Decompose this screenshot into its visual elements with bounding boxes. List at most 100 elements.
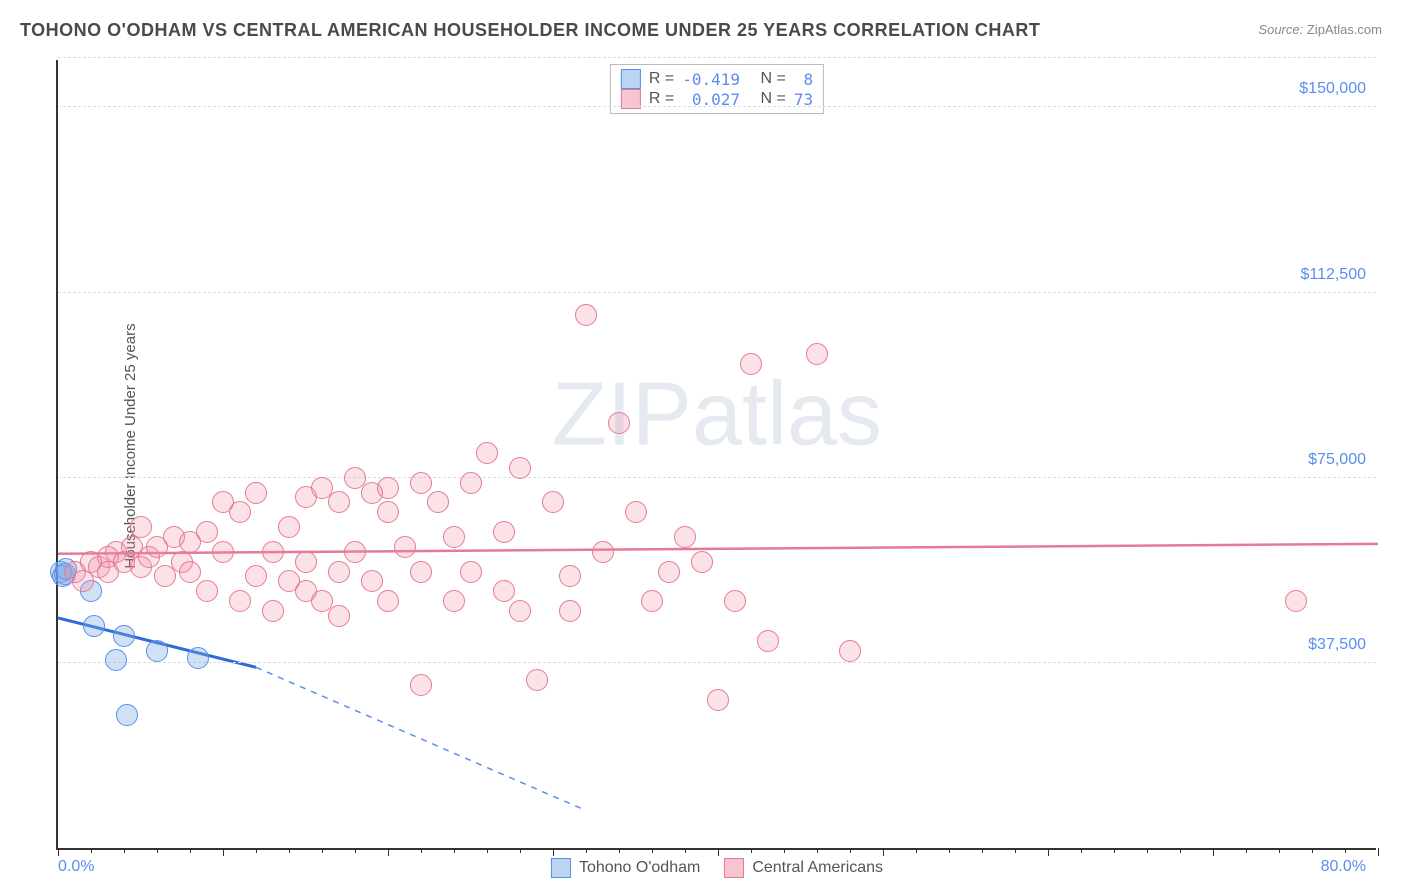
x-tick — [916, 848, 917, 853]
scatter-point-tohono — [146, 640, 168, 662]
scatter-point-tohono — [105, 649, 127, 671]
x-tick — [487, 848, 488, 853]
x-tick — [817, 848, 818, 853]
scatter-point-central — [245, 565, 267, 587]
scatter-point-central — [295, 551, 317, 573]
scatter-point-central — [526, 669, 548, 691]
x-tick — [1279, 848, 1280, 853]
r-value-0: -0.419 — [682, 70, 740, 89]
scatter-point-central — [130, 516, 152, 538]
scatter-point-central — [410, 561, 432, 583]
swatch-blue-icon — [621, 69, 641, 89]
trendline — [58, 544, 1378, 554]
x-tick — [190, 848, 191, 853]
scatter-point-tohono — [116, 704, 138, 726]
scatter-point-central — [1285, 590, 1307, 612]
scatter-point-central — [245, 482, 267, 504]
scatter-point-central — [377, 477, 399, 499]
x-tick — [223, 848, 224, 856]
gridline — [58, 106, 1376, 107]
x-tick — [58, 848, 59, 856]
x-tick — [388, 848, 389, 856]
y-tick-label: $150,000 — [1299, 80, 1366, 98]
x-tick — [850, 848, 851, 853]
scatter-point-central — [493, 521, 515, 543]
gridline — [58, 477, 1376, 478]
n-label: N = — [761, 90, 786, 108]
scatter-point-central — [229, 590, 251, 612]
r-label: R = — [649, 90, 674, 108]
legend-item-0: Tohono O'odham — [551, 858, 700, 878]
scatter-point-central — [196, 521, 218, 543]
x-tick — [520, 848, 521, 853]
y-tick-label: $37,500 — [1308, 636, 1366, 654]
gridline — [58, 662, 1376, 663]
scatter-point-central — [262, 541, 284, 563]
x-tick — [619, 848, 620, 853]
scatter-point-central — [592, 541, 614, 563]
swatch-blue-icon — [551, 858, 571, 878]
r-label: R = — [649, 70, 674, 88]
scatter-point-central — [724, 590, 746, 612]
scatter-point-central — [806, 343, 828, 365]
scatter-point-central — [229, 501, 251, 523]
x-tick — [883, 848, 884, 856]
scatter-point-central — [278, 516, 300, 538]
x-tick — [91, 848, 92, 853]
scatter-point-central — [179, 561, 201, 583]
x-tick — [1246, 848, 1247, 853]
scatter-point-central — [410, 472, 432, 494]
scatter-point-central — [361, 570, 383, 592]
y-tick-label: $112,500 — [1300, 266, 1366, 284]
scatter-chart: ZIPatlas R = -0.419 N = 8 R = 0.027 N = … — [56, 60, 1376, 850]
legend-item-1: Central Americans — [724, 858, 883, 878]
scatter-point-central — [262, 600, 284, 622]
scatter-point-central — [377, 590, 399, 612]
x-tick — [1147, 848, 1148, 853]
scatter-point-central — [476, 442, 498, 464]
x-tick — [256, 848, 257, 853]
gridline — [58, 292, 1376, 293]
x-tick — [949, 848, 950, 853]
scatter-point-central — [410, 674, 432, 696]
x-tick — [652, 848, 653, 853]
x-tick — [1378, 848, 1379, 856]
scatter-point-central — [674, 526, 696, 548]
scatter-point-central — [328, 491, 350, 513]
scatter-point-central — [377, 501, 399, 523]
scatter-point-central — [493, 580, 515, 602]
scatter-point-central — [559, 565, 581, 587]
x-tick — [784, 848, 785, 853]
gridline — [58, 57, 1376, 58]
scatter-point-central — [427, 491, 449, 513]
x-tick — [289, 848, 290, 853]
scatter-point-central — [460, 561, 482, 583]
scatter-point-central — [658, 561, 680, 583]
x-axis-min-label: 0.0% — [58, 858, 94, 876]
x-tick — [1312, 848, 1313, 853]
x-tick — [586, 848, 587, 853]
source-value: ZipAtlas.com — [1307, 22, 1382, 37]
scatter-point-central — [542, 491, 564, 513]
legend-label-0: Tohono O'odham — [579, 859, 700, 877]
chart-legend: Tohono O'odham Central Americans — [551, 858, 883, 878]
x-tick — [454, 848, 455, 853]
scatter-point-central — [608, 412, 630, 434]
scatter-point-central — [212, 541, 234, 563]
x-tick — [718, 848, 719, 856]
trendlines-svg — [58, 60, 1378, 850]
x-tick — [553, 848, 554, 856]
scatter-point-central — [443, 590, 465, 612]
scatter-point-central — [559, 600, 581, 622]
scatter-point-central — [443, 526, 465, 548]
x-tick — [1114, 848, 1115, 853]
x-tick — [1015, 848, 1016, 853]
scatter-point-tohono — [83, 615, 105, 637]
scatter-point-central — [740, 353, 762, 375]
scatter-point-central — [328, 605, 350, 627]
source-label: Source: — [1258, 22, 1303, 37]
x-axis-max-label: 80.0% — [1321, 858, 1366, 876]
scatter-point-central — [509, 457, 531, 479]
x-tick — [421, 848, 422, 853]
scatter-point-central — [328, 561, 350, 583]
